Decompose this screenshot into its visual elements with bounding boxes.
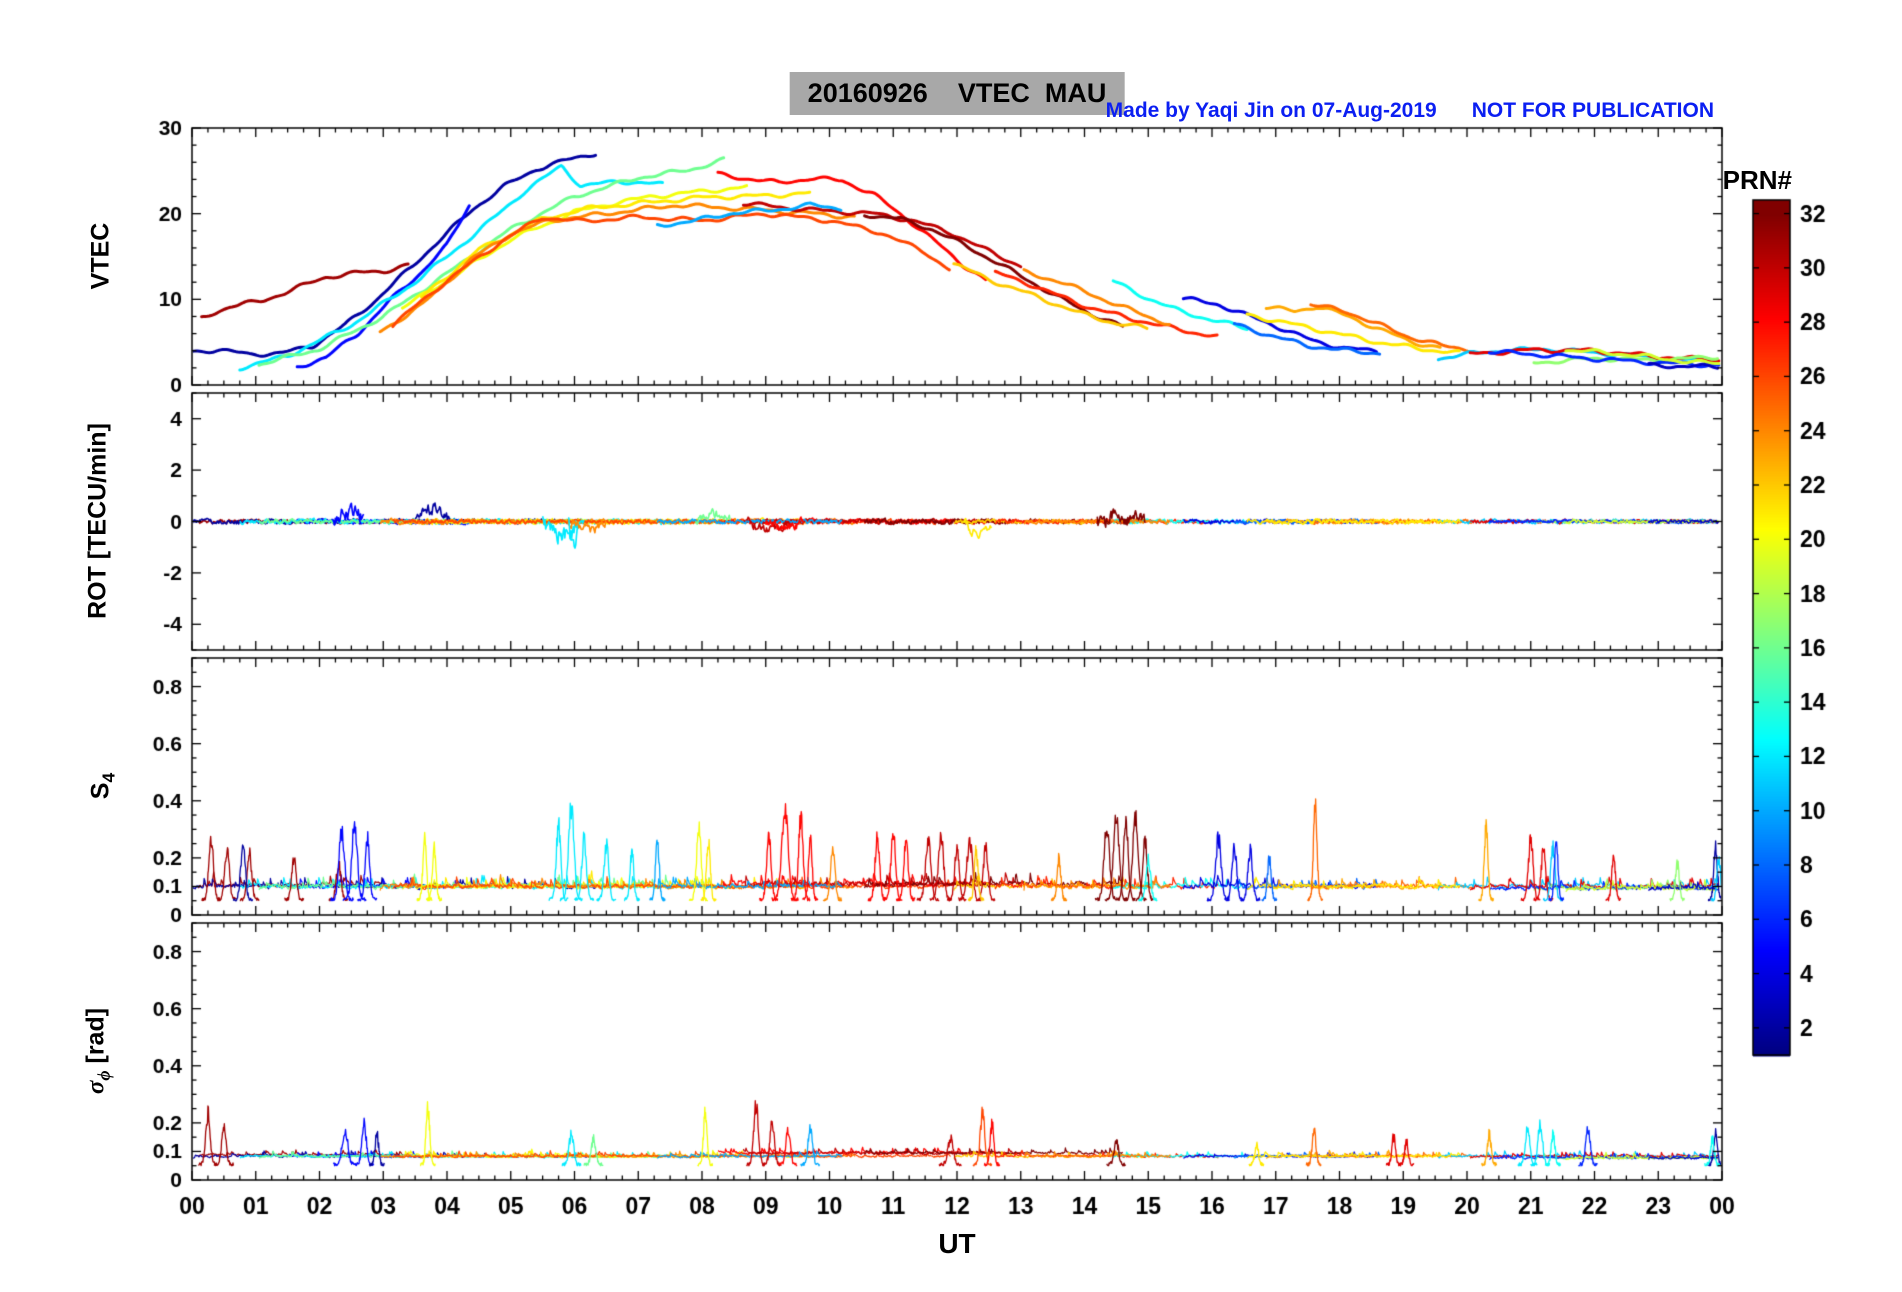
sigma-phi-axis-label: σϕ [rad]: [82, 1008, 115, 1094]
vtec-axis-label: VTEC: [87, 223, 116, 290]
vtec-axis-label-text: VTEC: [86, 222, 115, 290]
x-axis-label: UT: [938, 1228, 976, 1259]
annotation-text: Made by Yaqi Jin on 07-Aug-2019 NOT FOR …: [1105, 99, 1714, 122]
rot-axis-label: ROT [TECU/min]: [84, 423, 113, 619]
sigma-phi-axis-label-main: σ: [82, 1080, 110, 1095]
sigma-phi-axis-label-sub: ϕ: [93, 1070, 114, 1081]
s4-axis-label-main: S: [86, 782, 115, 800]
chart-title: 20160926 VTEC MAU: [789, 72, 1125, 115]
colorbar-label: PRN#: [1722, 165, 1792, 195]
s4-axis-label-sub: 4: [98, 772, 119, 783]
rot-axis-label-text: ROT [TECU/min]: [83, 423, 112, 619]
sigma-phi-axis-label-rest: [rad]: [81, 1007, 110, 1071]
s4-axis-label: S4: [87, 773, 120, 799]
